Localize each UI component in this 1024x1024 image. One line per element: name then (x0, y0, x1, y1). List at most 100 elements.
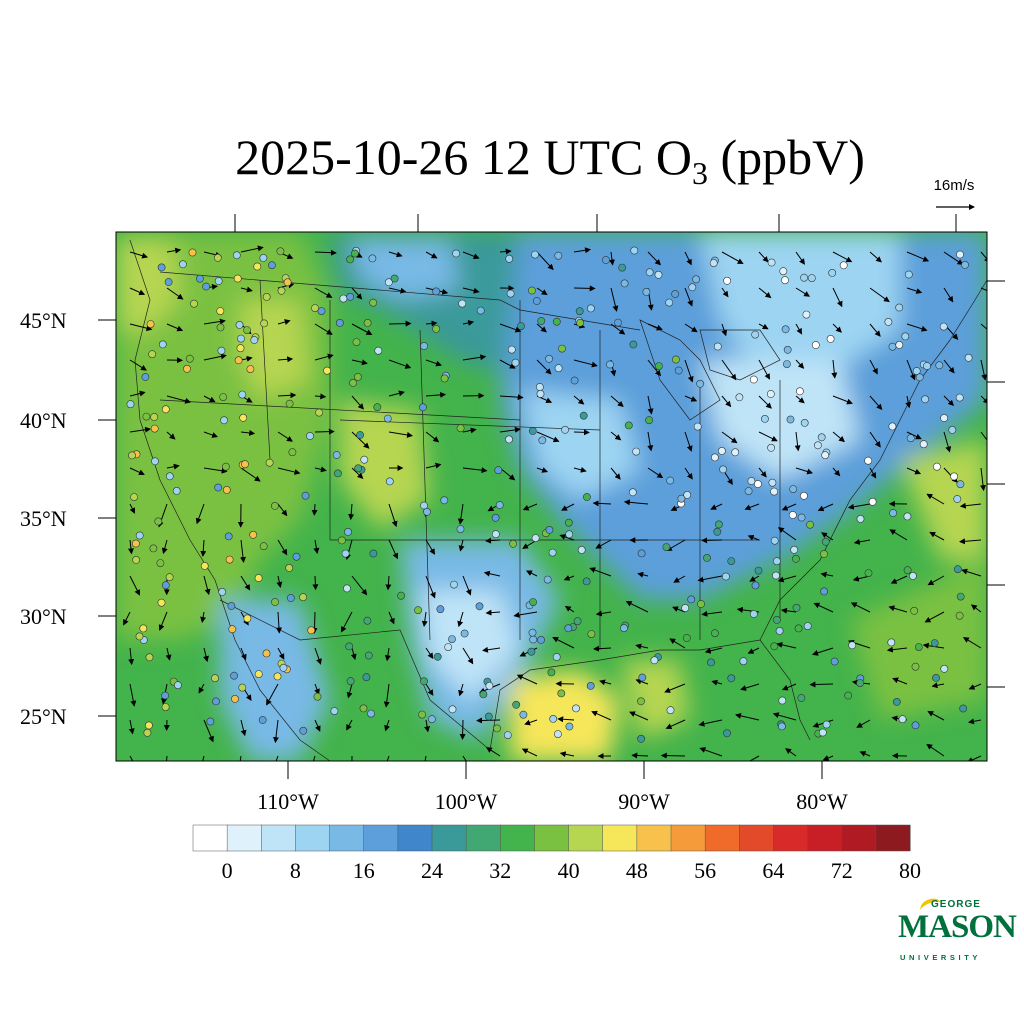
wind-vector (890, 575, 908, 584)
station-dot (911, 721, 920, 730)
wind-vector (203, 395, 216, 403)
station-dot (273, 672, 282, 681)
station-dot (529, 598, 537, 606)
station-dot (739, 657, 748, 666)
station-dot (606, 360, 614, 369)
wind-vector (351, 359, 368, 366)
wind-vector (664, 683, 686, 693)
wind-vector (905, 395, 912, 409)
wind-vector (203, 647, 209, 663)
wind-vector (749, 575, 760, 582)
station-dot (766, 390, 775, 398)
station-dot (253, 262, 262, 271)
station-dot (333, 469, 342, 478)
wind-vector (758, 359, 770, 380)
wind-vector (314, 323, 333, 335)
wind-vector (931, 682, 945, 689)
station-dot (214, 483, 222, 492)
station-dot (536, 389, 545, 398)
station-dot (638, 673, 647, 682)
station-dot (629, 340, 638, 349)
station-dot (718, 446, 726, 455)
station-dot (259, 253, 268, 262)
wind-vector (647, 395, 654, 415)
wind-vector (647, 431, 654, 452)
map-plot-area (116, 232, 987, 761)
wind-vector (660, 752, 686, 759)
wind-vectors (123, 245, 987, 761)
station-dot (313, 692, 322, 701)
station-dot (543, 575, 552, 584)
station-dot (135, 632, 144, 641)
station-dot (216, 323, 225, 332)
wind-vector (388, 611, 395, 625)
wind-vector (906, 467, 922, 475)
wind-vector (777, 527, 797, 541)
station-dot (573, 617, 582, 626)
station-dot (307, 626, 316, 635)
wind-vector (277, 539, 288, 556)
station-dot (535, 383, 544, 391)
station-dot (797, 513, 806, 522)
station-dot (385, 477, 394, 486)
station-dot (848, 641, 857, 650)
station-dot (953, 495, 962, 503)
wind-vector (573, 395, 585, 405)
wind-vector (203, 431, 219, 438)
station-dot (206, 717, 215, 726)
station-dot (545, 526, 554, 534)
colorbar-swatch (261, 824, 296, 852)
wind-vector (610, 395, 624, 408)
station-dot (637, 697, 645, 706)
wind-vector (314, 393, 327, 400)
wind-vector (388, 359, 412, 369)
station-dot (538, 436, 547, 445)
monitoring-stations (126, 246, 973, 743)
station-dot (564, 624, 573, 633)
station-dot (767, 443, 775, 452)
wind-vector (276, 575, 283, 588)
station-dot (547, 668, 556, 677)
wind-vector (240, 467, 261, 482)
station-dot (662, 543, 671, 551)
station-dot (579, 411, 588, 420)
wind-vector (425, 251, 438, 259)
wind-vector (166, 247, 182, 254)
wind-vector (968, 683, 982, 690)
station-dot (363, 616, 372, 625)
station-dot (761, 414, 769, 423)
station-dot (214, 277, 223, 285)
station-dot (565, 722, 574, 731)
wind-vector (699, 747, 723, 757)
station-dot (792, 603, 801, 612)
station-dot (531, 250, 539, 259)
station-dot (707, 658, 715, 667)
station-dot (130, 493, 138, 501)
wind-vector (735, 712, 760, 721)
station-dot (418, 710, 426, 719)
wind-vector (314, 719, 321, 732)
station-dot (528, 286, 536, 295)
wind-vector (195, 503, 205, 525)
station-dot (713, 527, 722, 536)
station-dot (427, 715, 436, 724)
wind-vector (595, 539, 612, 549)
wind-vector (314, 647, 322, 665)
wind-vector (832, 467, 841, 477)
colorbar-tick-label: 24 (421, 858, 443, 883)
wind-vector (383, 683, 390, 708)
station-dot (693, 422, 702, 431)
wind-vector (943, 287, 954, 303)
station-dot (231, 695, 239, 703)
station-dot (554, 251, 563, 260)
wind-vector (721, 431, 738, 444)
wind-vector (129, 359, 147, 371)
wind-vector (962, 637, 982, 649)
station-dot (485, 681, 494, 690)
wind-vector (462, 575, 472, 596)
station-dot (948, 425, 957, 434)
station-dot (397, 591, 405, 600)
station-dot (921, 395, 929, 404)
station-dot (345, 642, 354, 651)
wind-vector (275, 755, 279, 761)
